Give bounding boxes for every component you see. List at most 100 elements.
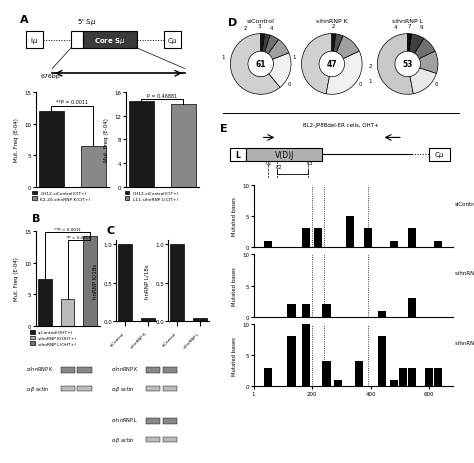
Bar xyxy=(163,437,177,442)
Legend: siControl(OHT+), sihnRNP K(OHT+), sihnRNP L(OHT+): siControl(OHT+), sihnRNP K(OHT+), sihnRN… xyxy=(28,329,78,348)
Bar xyxy=(129,101,154,188)
Wedge shape xyxy=(261,35,270,65)
Bar xyxy=(408,229,416,248)
Bar xyxy=(364,229,372,248)
Bar xyxy=(163,367,177,373)
Bar xyxy=(118,244,132,322)
Text: C1: C1 xyxy=(266,161,273,166)
Text: 1: 1 xyxy=(368,79,372,84)
Wedge shape xyxy=(261,36,279,65)
Text: siControl: siControl xyxy=(455,201,474,206)
Text: 676bp: 676bp xyxy=(41,74,61,78)
FancyBboxPatch shape xyxy=(246,149,322,161)
Y-axis label: hnRNP L/18s: hnRNP L/18s xyxy=(145,264,150,299)
Wedge shape xyxy=(332,35,336,65)
Text: 1: 1 xyxy=(292,55,296,60)
Bar xyxy=(287,337,295,387)
Bar xyxy=(61,367,75,373)
Wedge shape xyxy=(332,37,359,65)
Wedge shape xyxy=(408,52,438,74)
Text: B: B xyxy=(32,214,40,224)
Bar xyxy=(61,386,75,391)
Text: $\alpha$-hnRNP K: $\alpha$-hnRNP K xyxy=(26,364,54,372)
Wedge shape xyxy=(408,35,424,65)
Bar xyxy=(399,368,407,387)
Bar xyxy=(77,367,91,373)
Text: C$\mu$: C$\mu$ xyxy=(434,150,445,160)
Bar xyxy=(171,105,196,188)
Text: V(D)J: V(D)J xyxy=(275,150,294,160)
Text: $\alpha$-hnRNP L: $\alpha$-hnRNP L xyxy=(111,415,139,423)
Title: sihnRNP K: sihnRNP K xyxy=(316,19,347,24)
Wedge shape xyxy=(408,35,411,65)
Wedge shape xyxy=(261,35,264,65)
Wedge shape xyxy=(326,52,362,95)
Bar xyxy=(163,386,177,391)
Bar xyxy=(38,279,52,326)
Text: *P = 0.0411: *P = 0.0411 xyxy=(66,235,91,239)
Legend: CH12-siControl(CIT+), L11-sihnRNP L(CIT+): CH12-siControl(CIT+), L11-sihnRNP L(CIT+… xyxy=(123,190,181,203)
Bar xyxy=(378,311,386,317)
Y-axis label: Mutated bases: Mutated bases xyxy=(232,197,237,236)
Text: E: E xyxy=(220,124,228,134)
Bar xyxy=(141,319,155,322)
Y-axis label: Mut. Freq (E-04): Mut. Freq (E-04) xyxy=(104,118,109,162)
Text: BL2-JP8Bdel-ER cells, OHT+: BL2-JP8Bdel-ER cells, OHT+ xyxy=(303,123,379,128)
Text: 0: 0 xyxy=(435,82,438,87)
FancyBboxPatch shape xyxy=(429,149,450,161)
Bar xyxy=(434,241,442,248)
Text: 4: 4 xyxy=(270,26,273,31)
Legend: CH12-siControl(CIT+), K2-20-sihnRNP K(CIT+): CH12-siControl(CIT+), K2-20-sihnRNP K(CI… xyxy=(31,190,92,203)
Text: 2: 2 xyxy=(332,24,335,29)
Text: 9: 9 xyxy=(420,25,423,30)
Title: sihnRNP L: sihnRNP L xyxy=(392,19,423,24)
FancyBboxPatch shape xyxy=(26,32,43,49)
Text: 53: 53 xyxy=(402,60,413,69)
Text: **P = 0.0011: **P = 0.0011 xyxy=(54,227,81,232)
Y-axis label: hnRNP K/18s: hnRNP K/18s xyxy=(92,264,98,299)
Text: L: L xyxy=(236,150,241,160)
Circle shape xyxy=(395,52,420,77)
Circle shape xyxy=(248,52,273,77)
Text: P = 0.46881: P = 0.46881 xyxy=(147,94,177,99)
Wedge shape xyxy=(408,65,437,94)
Bar xyxy=(287,305,295,317)
Bar xyxy=(322,305,331,317)
Wedge shape xyxy=(408,39,435,65)
Text: 0: 0 xyxy=(288,82,292,87)
Text: C$\mu$: C$\mu$ xyxy=(167,36,178,45)
Text: C2: C2 xyxy=(275,164,282,169)
Text: sihnRNP K: sihnRNP K xyxy=(455,271,474,276)
Bar xyxy=(425,368,433,387)
Wedge shape xyxy=(332,35,343,65)
Bar xyxy=(146,437,160,442)
Text: 47: 47 xyxy=(327,60,337,69)
Text: C: C xyxy=(107,225,115,235)
FancyBboxPatch shape xyxy=(71,32,83,49)
Bar xyxy=(163,418,177,424)
Text: 3: 3 xyxy=(258,24,261,29)
Bar xyxy=(390,241,398,248)
Y-axis label: Mutated bases: Mutated bases xyxy=(232,336,237,375)
Wedge shape xyxy=(301,35,332,94)
Circle shape xyxy=(319,52,345,77)
Bar xyxy=(146,418,160,424)
Bar xyxy=(61,300,74,326)
Bar xyxy=(302,324,310,387)
Text: C3: C3 xyxy=(307,161,313,166)
Text: 5' S$\mu$: 5' S$\mu$ xyxy=(77,17,96,27)
Text: 2: 2 xyxy=(368,64,372,69)
Text: $\alpha$-hnRNP K: $\alpha$-hnRNP K xyxy=(111,364,139,372)
FancyBboxPatch shape xyxy=(230,149,246,161)
Bar xyxy=(346,216,354,248)
Bar xyxy=(83,237,97,326)
Text: 1: 1 xyxy=(221,55,225,60)
Text: Core S$\mu$: Core S$\mu$ xyxy=(94,36,126,45)
Bar xyxy=(408,298,416,317)
Text: D: D xyxy=(228,18,237,28)
Bar xyxy=(334,381,342,387)
Text: I$\mu$: I$\mu$ xyxy=(30,36,38,45)
Text: 4: 4 xyxy=(394,25,398,30)
Bar xyxy=(434,368,442,387)
Bar xyxy=(322,362,331,387)
